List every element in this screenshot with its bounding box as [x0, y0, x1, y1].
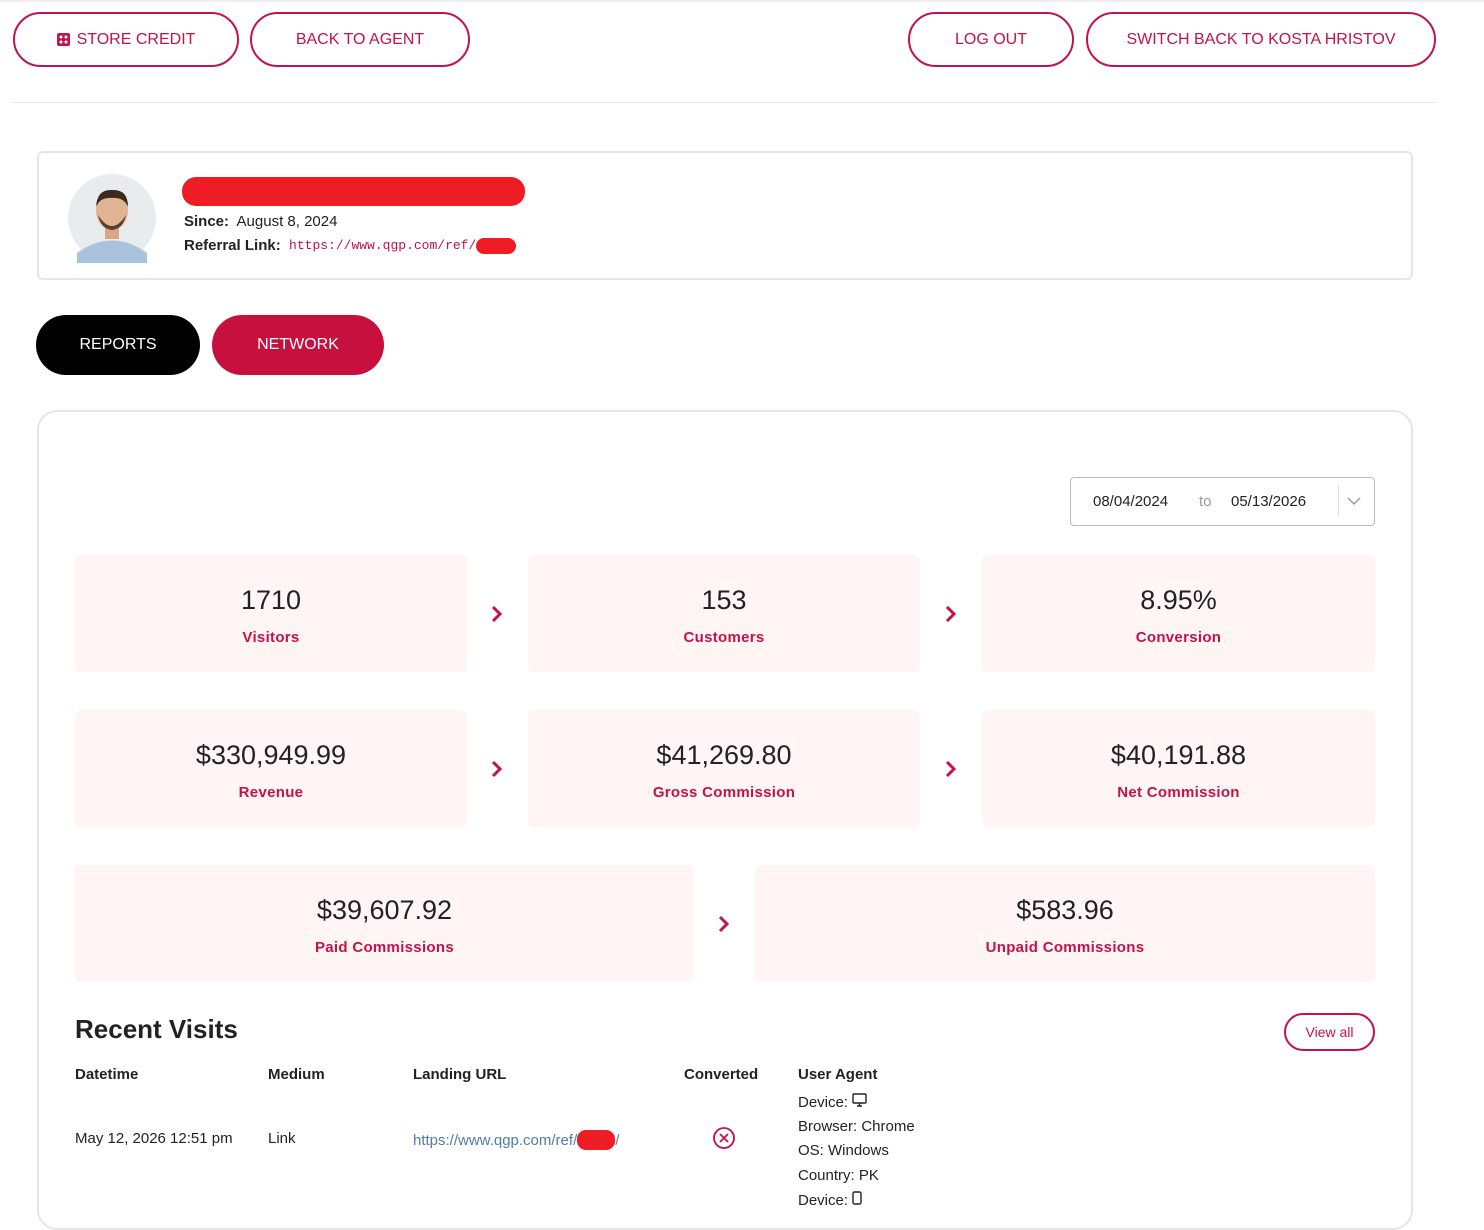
visit-medium: Link: [268, 1130, 296, 1147]
switch-back-button[interactable]: SWITCH BACK TO KOSTA HRISTOV: [1086, 12, 1436, 67]
referral-link[interactable]: https://www.qgp.com/ref/: [289, 238, 477, 253]
ua-line: Device:: [798, 1093, 867, 1111]
stat-value: $40,191.88: [1110, 740, 1247, 770]
stat-card: $41,269.80 Gross Commission: [528, 710, 920, 827]
stat-card: 1710 Visitors: [75, 555, 467, 672]
tab-label: REPORTS: [79, 336, 157, 353]
ua-line: Device:: [798, 1191, 862, 1209]
store-credit-icon: [56, 32, 70, 46]
date-from: 08/04/2024: [1093, 493, 1169, 510]
since-row: Since: August 8, 2024: [184, 213, 337, 230]
dropdown-icon: [1347, 497, 1361, 506]
stat-label: Paid Commissions: [314, 939, 454, 956]
button-label: LOG OUT: [954, 30, 1027, 48]
view-all-button[interactable]: View all: [1284, 1013, 1375, 1051]
stat-label: Visitors: [242, 629, 300, 646]
stat-label: Unpaid Commissions: [985, 939, 1145, 956]
column-header: Datetime: [75, 1066, 139, 1083]
avatar: [68, 174, 156, 263]
button-label: View all: [1305, 1024, 1354, 1040]
picker-divider: [1338, 486, 1339, 516]
desktop-icon: [852, 1093, 867, 1107]
stat-value: $583.96: [1016, 895, 1114, 925]
date-to: 05/13/2026: [1231, 493, 1307, 510]
tab-label: NETWORK: [257, 336, 339, 353]
flow-arrow: [491, 760, 503, 778]
redacted-name: [182, 177, 525, 206]
stat-card: $40,191.88 Net Commission: [982, 710, 1375, 827]
stat-card: $39,607.92 Paid Commissions: [75, 865, 694, 982]
flow-arrow: [945, 760, 957, 778]
flow-arrow: [491, 605, 503, 623]
since-label: Since:: [184, 213, 230, 230]
ua-line: Browser: Chrome: [798, 1118, 915, 1135]
network-tab[interactable]: NETWORK: [212, 315, 384, 375]
profile-card: Since: August 8, 2024 Referral Link: htt…: [37, 151, 1413, 280]
stat-value: 153: [701, 585, 747, 615]
since-date: August 8, 2024: [236, 213, 338, 230]
divider: [13, 102, 1436, 103]
mobile-icon: [852, 1191, 862, 1205]
flow-arrow: [718, 915, 730, 933]
referral-label: Referral Link:: [184, 237, 281, 254]
flow-arrow: [945, 605, 957, 623]
url-end: /: [615, 1131, 620, 1149]
stat-label: Net Commission: [1117, 784, 1240, 801]
column-header: Medium: [268, 1066, 325, 1083]
stat-card: 153 Customers: [528, 555, 920, 672]
ua-line: OS: Windows: [798, 1142, 889, 1159]
reports-tab[interactable]: REPORTS: [36, 315, 200, 375]
column-header: User Agent: [798, 1066, 878, 1083]
store-credit-button[interactable]: STORE CREDIT: [13, 12, 239, 67]
stat-value: 1710: [240, 585, 302, 615]
date-separator: to: [1199, 493, 1212, 510]
stat-value: 8.95%: [1140, 585, 1217, 615]
button-label: SWITCH BACK TO KOSTA HRISTOV: [1126, 30, 1396, 48]
stat-value: $39,607.92: [316, 895, 453, 925]
button-label: STORE CREDIT: [76, 30, 196, 48]
column-header: Landing URL: [413, 1066, 507, 1083]
stat-label: Gross Commission: [652, 784, 796, 801]
stat-value: $330,949.99: [195, 740, 347, 770]
recent-visits-title: Recent Visits: [75, 1014, 238, 1044]
url-text: https://www.qgp.com/ref/: [413, 1131, 578, 1149]
date-range-picker[interactable]: 08/04/2024 to 05/13/2026: [1070, 477, 1375, 526]
column-header: Converted: [684, 1066, 759, 1083]
stat-label: Conversion: [1135, 629, 1222, 646]
stat-card: $330,949.99 Revenue: [75, 710, 467, 827]
stat-card: $583.96 Unpaid Commissions: [755, 865, 1375, 982]
back-to-agent-button[interactable]: BACK TO AGENT: [250, 12, 470, 67]
top-shadow: [0, 0, 1484, 2]
ua-line: Country: PK: [798, 1167, 879, 1184]
stat-value: $41,269.80: [656, 740, 792, 770]
button-label: BACK TO AGENT: [295, 30, 425, 48]
redacted-code: [577, 1130, 616, 1150]
referral-row: Referral Link: https://www.qgp.com/ref/: [184, 237, 517, 254]
visit-landing-url[interactable]: https://www.qgp.com/ref/ /: [413, 1130, 619, 1150]
ua-text: Device:: [798, 1094, 849, 1111]
visit-datetime: May 12, 2026 12:51 pm: [75, 1130, 233, 1147]
log-out-button[interactable]: LOG OUT: [908, 12, 1074, 67]
redacted-code: [476, 237, 517, 254]
stat-card: 8.95% Conversion: [982, 555, 1375, 672]
stat-label: Revenue: [238, 784, 304, 801]
ua-text: Device:: [798, 1192, 849, 1209]
stat-label: Customers: [683, 629, 765, 646]
not-converted-icon: [713, 1127, 735, 1149]
